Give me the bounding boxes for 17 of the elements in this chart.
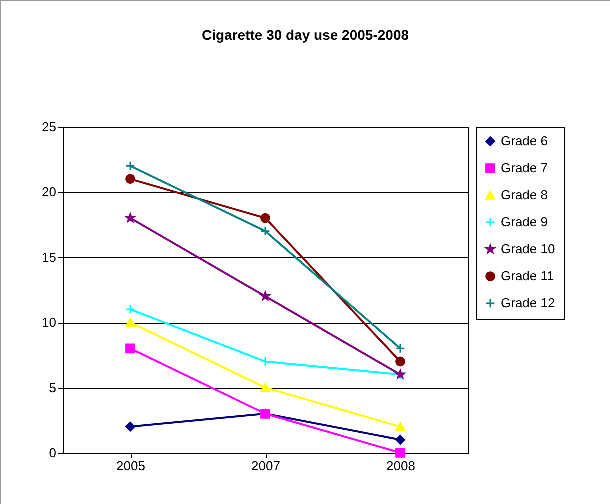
legend-label: Grade 9: [501, 214, 548, 230]
y-tick-label: 0: [49, 446, 56, 460]
x-tick-label: 2008: [386, 458, 416, 474]
legend-label: Grade 12: [501, 296, 556, 310]
y-tick-label: 5: [49, 380, 56, 396]
y-tick-label: 25: [42, 120, 56, 134]
y-tick-label: 20: [42, 184, 56, 200]
legend-label: Grade 7: [501, 160, 548, 176]
x-tick-label: 2005: [116, 458, 146, 474]
legend-label: Grade 11: [501, 268, 554, 284]
legend-label: Grade 8: [501, 188, 548, 202]
legend-label: Grade 10: [501, 242, 556, 256]
legend-label: Grade 6: [501, 134, 548, 148]
x-tick-label: 2007: [252, 458, 280, 474]
chart-title: Cigarette 30 day use 2005-2008: [202, 27, 410, 43]
y-tick-label: 10: [42, 315, 56, 330]
y-tick-label: 15: [42, 250, 56, 265]
